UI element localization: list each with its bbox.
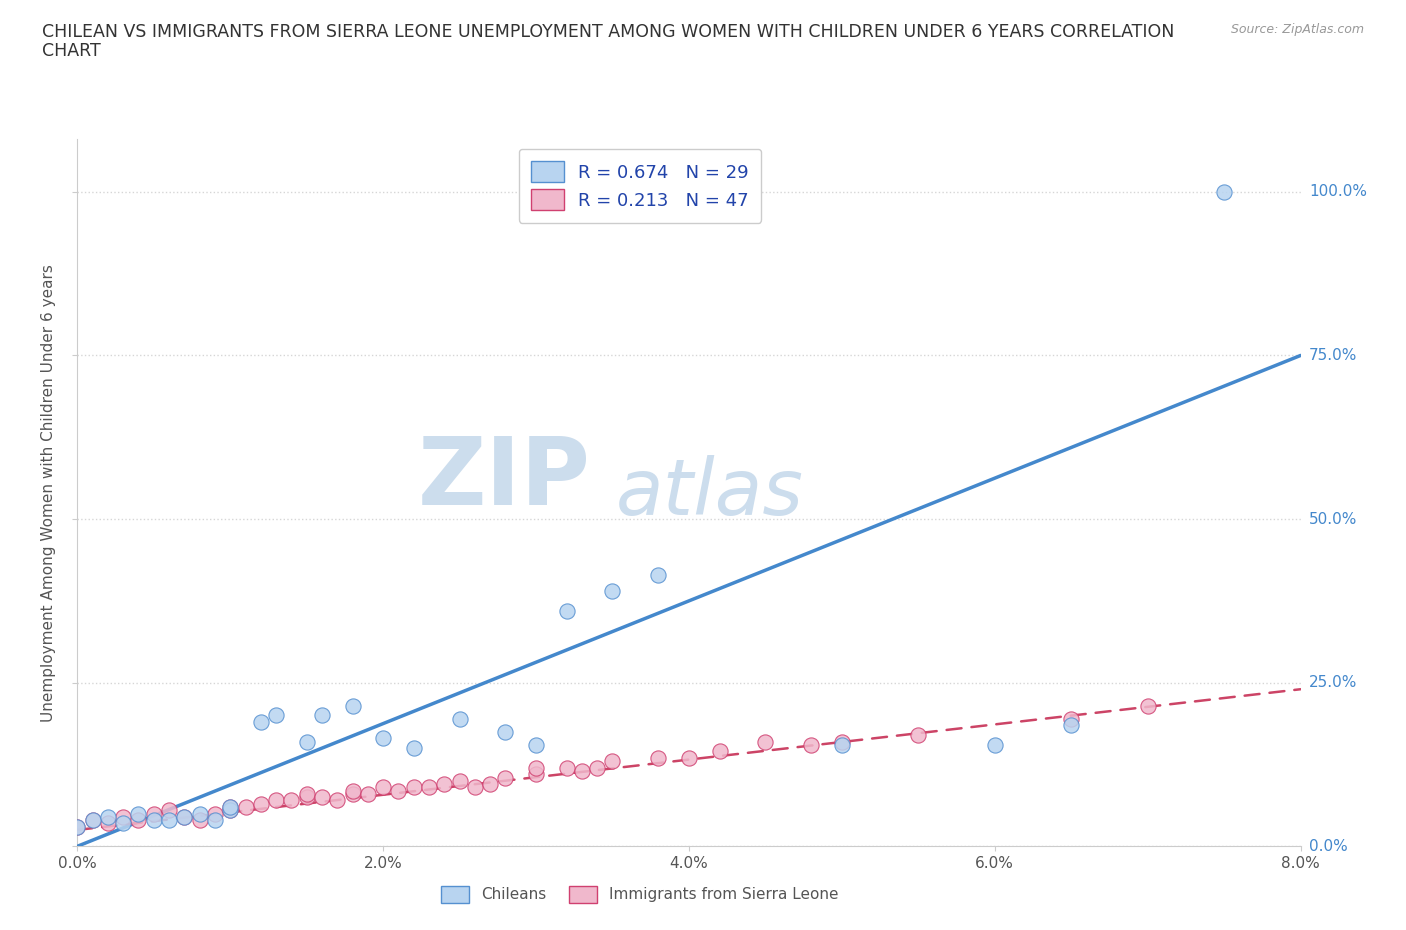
Point: [311, 790, 333, 804]
Point: [402, 740, 425, 755]
Point: [555, 604, 578, 618]
Point: [342, 698, 364, 713]
Point: [157, 803, 180, 817]
Point: [524, 761, 547, 776]
Point: [112, 816, 135, 830]
Text: atlas: atlas: [616, 455, 803, 531]
Point: [250, 714, 273, 729]
Point: [387, 783, 409, 798]
Point: [495, 770, 517, 785]
Point: [449, 711, 471, 726]
Point: [82, 813, 104, 828]
Point: [82, 813, 104, 828]
Point: [418, 780, 440, 795]
Point: [127, 806, 149, 821]
Text: ZIP: ZIP: [418, 432, 591, 525]
Point: [326, 793, 349, 808]
Point: [433, 777, 456, 791]
Point: [524, 737, 547, 752]
Point: [800, 737, 823, 752]
Point: [602, 754, 624, 769]
Point: [449, 774, 471, 789]
Point: [831, 734, 853, 749]
Point: [1060, 718, 1083, 733]
Point: [586, 761, 609, 776]
Point: [264, 708, 287, 723]
Point: [464, 780, 486, 795]
Point: [831, 737, 853, 752]
Point: [188, 806, 211, 821]
Point: [342, 783, 364, 798]
Point: [112, 809, 135, 824]
Point: [602, 584, 624, 599]
Point: [495, 724, 517, 739]
Point: [157, 813, 180, 828]
Text: 0.0%: 0.0%: [1309, 839, 1347, 854]
Point: [219, 800, 242, 815]
Point: [371, 780, 394, 795]
Point: [647, 567, 669, 582]
Point: [142, 813, 165, 828]
Point: [97, 809, 120, 824]
Text: 100.0%: 100.0%: [1309, 184, 1367, 199]
Point: [66, 819, 89, 834]
Legend: Chileans, Immigrants from Sierra Leone: Chileans, Immigrants from Sierra Leone: [436, 880, 845, 910]
Point: [235, 800, 257, 815]
Point: [295, 787, 318, 802]
Point: [371, 731, 394, 746]
Y-axis label: Unemployment Among Women with Children Under 6 years: Unemployment Among Women with Children U…: [42, 264, 56, 722]
Point: [709, 744, 731, 759]
Point: [357, 787, 380, 802]
Point: [524, 767, 547, 782]
Point: [264, 793, 287, 808]
Point: [1060, 711, 1083, 726]
Point: [204, 813, 226, 828]
Point: [295, 734, 318, 749]
Point: [142, 806, 165, 821]
Point: [647, 751, 669, 765]
Text: Source: ZipAtlas.com: Source: ZipAtlas.com: [1230, 23, 1364, 36]
Point: [984, 737, 1007, 752]
Point: [678, 751, 700, 765]
Text: 75.0%: 75.0%: [1309, 348, 1357, 363]
Point: [402, 780, 425, 795]
Point: [173, 809, 195, 824]
Point: [250, 796, 273, 811]
Text: CHART: CHART: [42, 42, 101, 60]
Point: [219, 800, 242, 815]
Point: [1213, 184, 1236, 199]
Point: [571, 764, 593, 778]
Point: [204, 806, 226, 821]
Point: [219, 803, 242, 817]
Point: [311, 708, 333, 723]
Point: [295, 790, 318, 804]
Point: [754, 734, 776, 749]
Point: [479, 777, 502, 791]
Point: [97, 816, 120, 830]
Point: [907, 727, 929, 742]
Text: 50.0%: 50.0%: [1309, 512, 1357, 526]
Point: [127, 813, 149, 828]
Point: [188, 813, 211, 828]
Point: [342, 787, 364, 802]
Point: [1136, 698, 1159, 713]
Point: [219, 803, 242, 817]
Text: 25.0%: 25.0%: [1309, 675, 1357, 690]
Point: [555, 761, 578, 776]
Text: CHILEAN VS IMMIGRANTS FROM SIERRA LEONE UNEMPLOYMENT AMONG WOMEN WITH CHILDREN U: CHILEAN VS IMMIGRANTS FROM SIERRA LEONE …: [42, 23, 1174, 41]
Point: [173, 809, 195, 824]
Point: [280, 793, 302, 808]
Point: [66, 819, 89, 834]
